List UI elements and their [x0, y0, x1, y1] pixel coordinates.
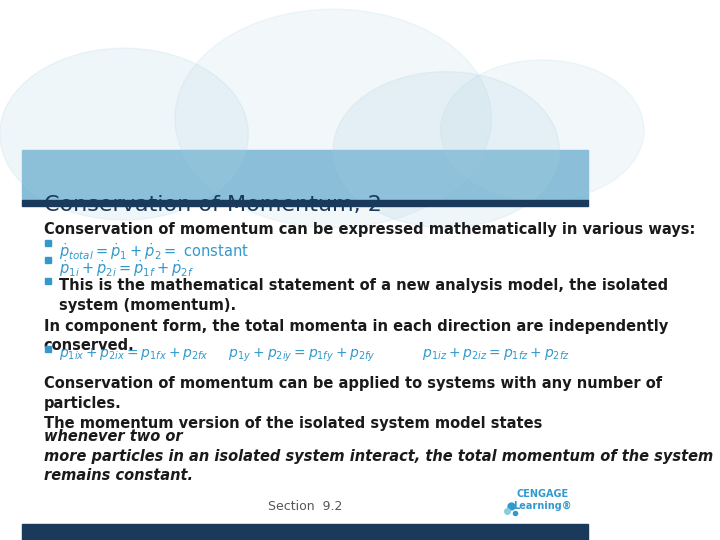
Text: whenever two or
more particles in an isolated system interact, the total momentu: whenever two or more particles in an iso…: [44, 429, 713, 483]
Circle shape: [333, 72, 559, 228]
Circle shape: [441, 60, 644, 200]
Text: $p_{1ix} + p_{2ix} = p_{1fx} + p_{2fx}$     $p_{1y} + p_{2iy} = p_{1fy} + p_{2fy: $p_{1ix} + p_{2ix} = p_{1fx} + p_{2fx}$ …: [59, 347, 570, 364]
Text: $\dot{p}_{1i} + \dot{p}_{2i} = \dot{p}_{1f} + \dot{p}_{2f}$: $\dot{p}_{1i} + \dot{p}_{2i} = \dot{p}_{…: [59, 258, 194, 279]
Bar: [22, 524, 588, 540]
Bar: [22, 200, 588, 206]
Circle shape: [175, 9, 492, 228]
Text: $\dot{p}_{total} = \dot{p}_1 + \dot{p}_2 = $ constant: $\dot{p}_{total} = \dot{p}_1 + \dot{p}_2…: [59, 241, 249, 262]
Circle shape: [0, 48, 248, 220]
Text: Section  9.2: Section 9.2: [268, 501, 342, 514]
Text: This is the mathematical statement of a new analysis model, the isolated
system : This is the mathematical statement of a …: [59, 279, 668, 313]
Text: Conservation of Momentum, 2: Conservation of Momentum, 2: [44, 194, 382, 214]
Text: CENGAGE
Learning®: CENGAGE Learning®: [513, 489, 572, 511]
Text: The momentum version of the isolated system model states: The momentum version of the isolated sys…: [44, 416, 547, 431]
Bar: [22, 150, 588, 200]
Text: Conservation of momentum can be expressed mathematically in various ways:: Conservation of momentum can be expresse…: [44, 222, 696, 237]
Text: Conservation of momentum can be applied to systems with any number of
particles.: Conservation of momentum can be applied …: [44, 376, 662, 411]
Text: In component form, the total momenta in each direction are independently
conserv: In component form, the total momenta in …: [44, 319, 668, 354]
